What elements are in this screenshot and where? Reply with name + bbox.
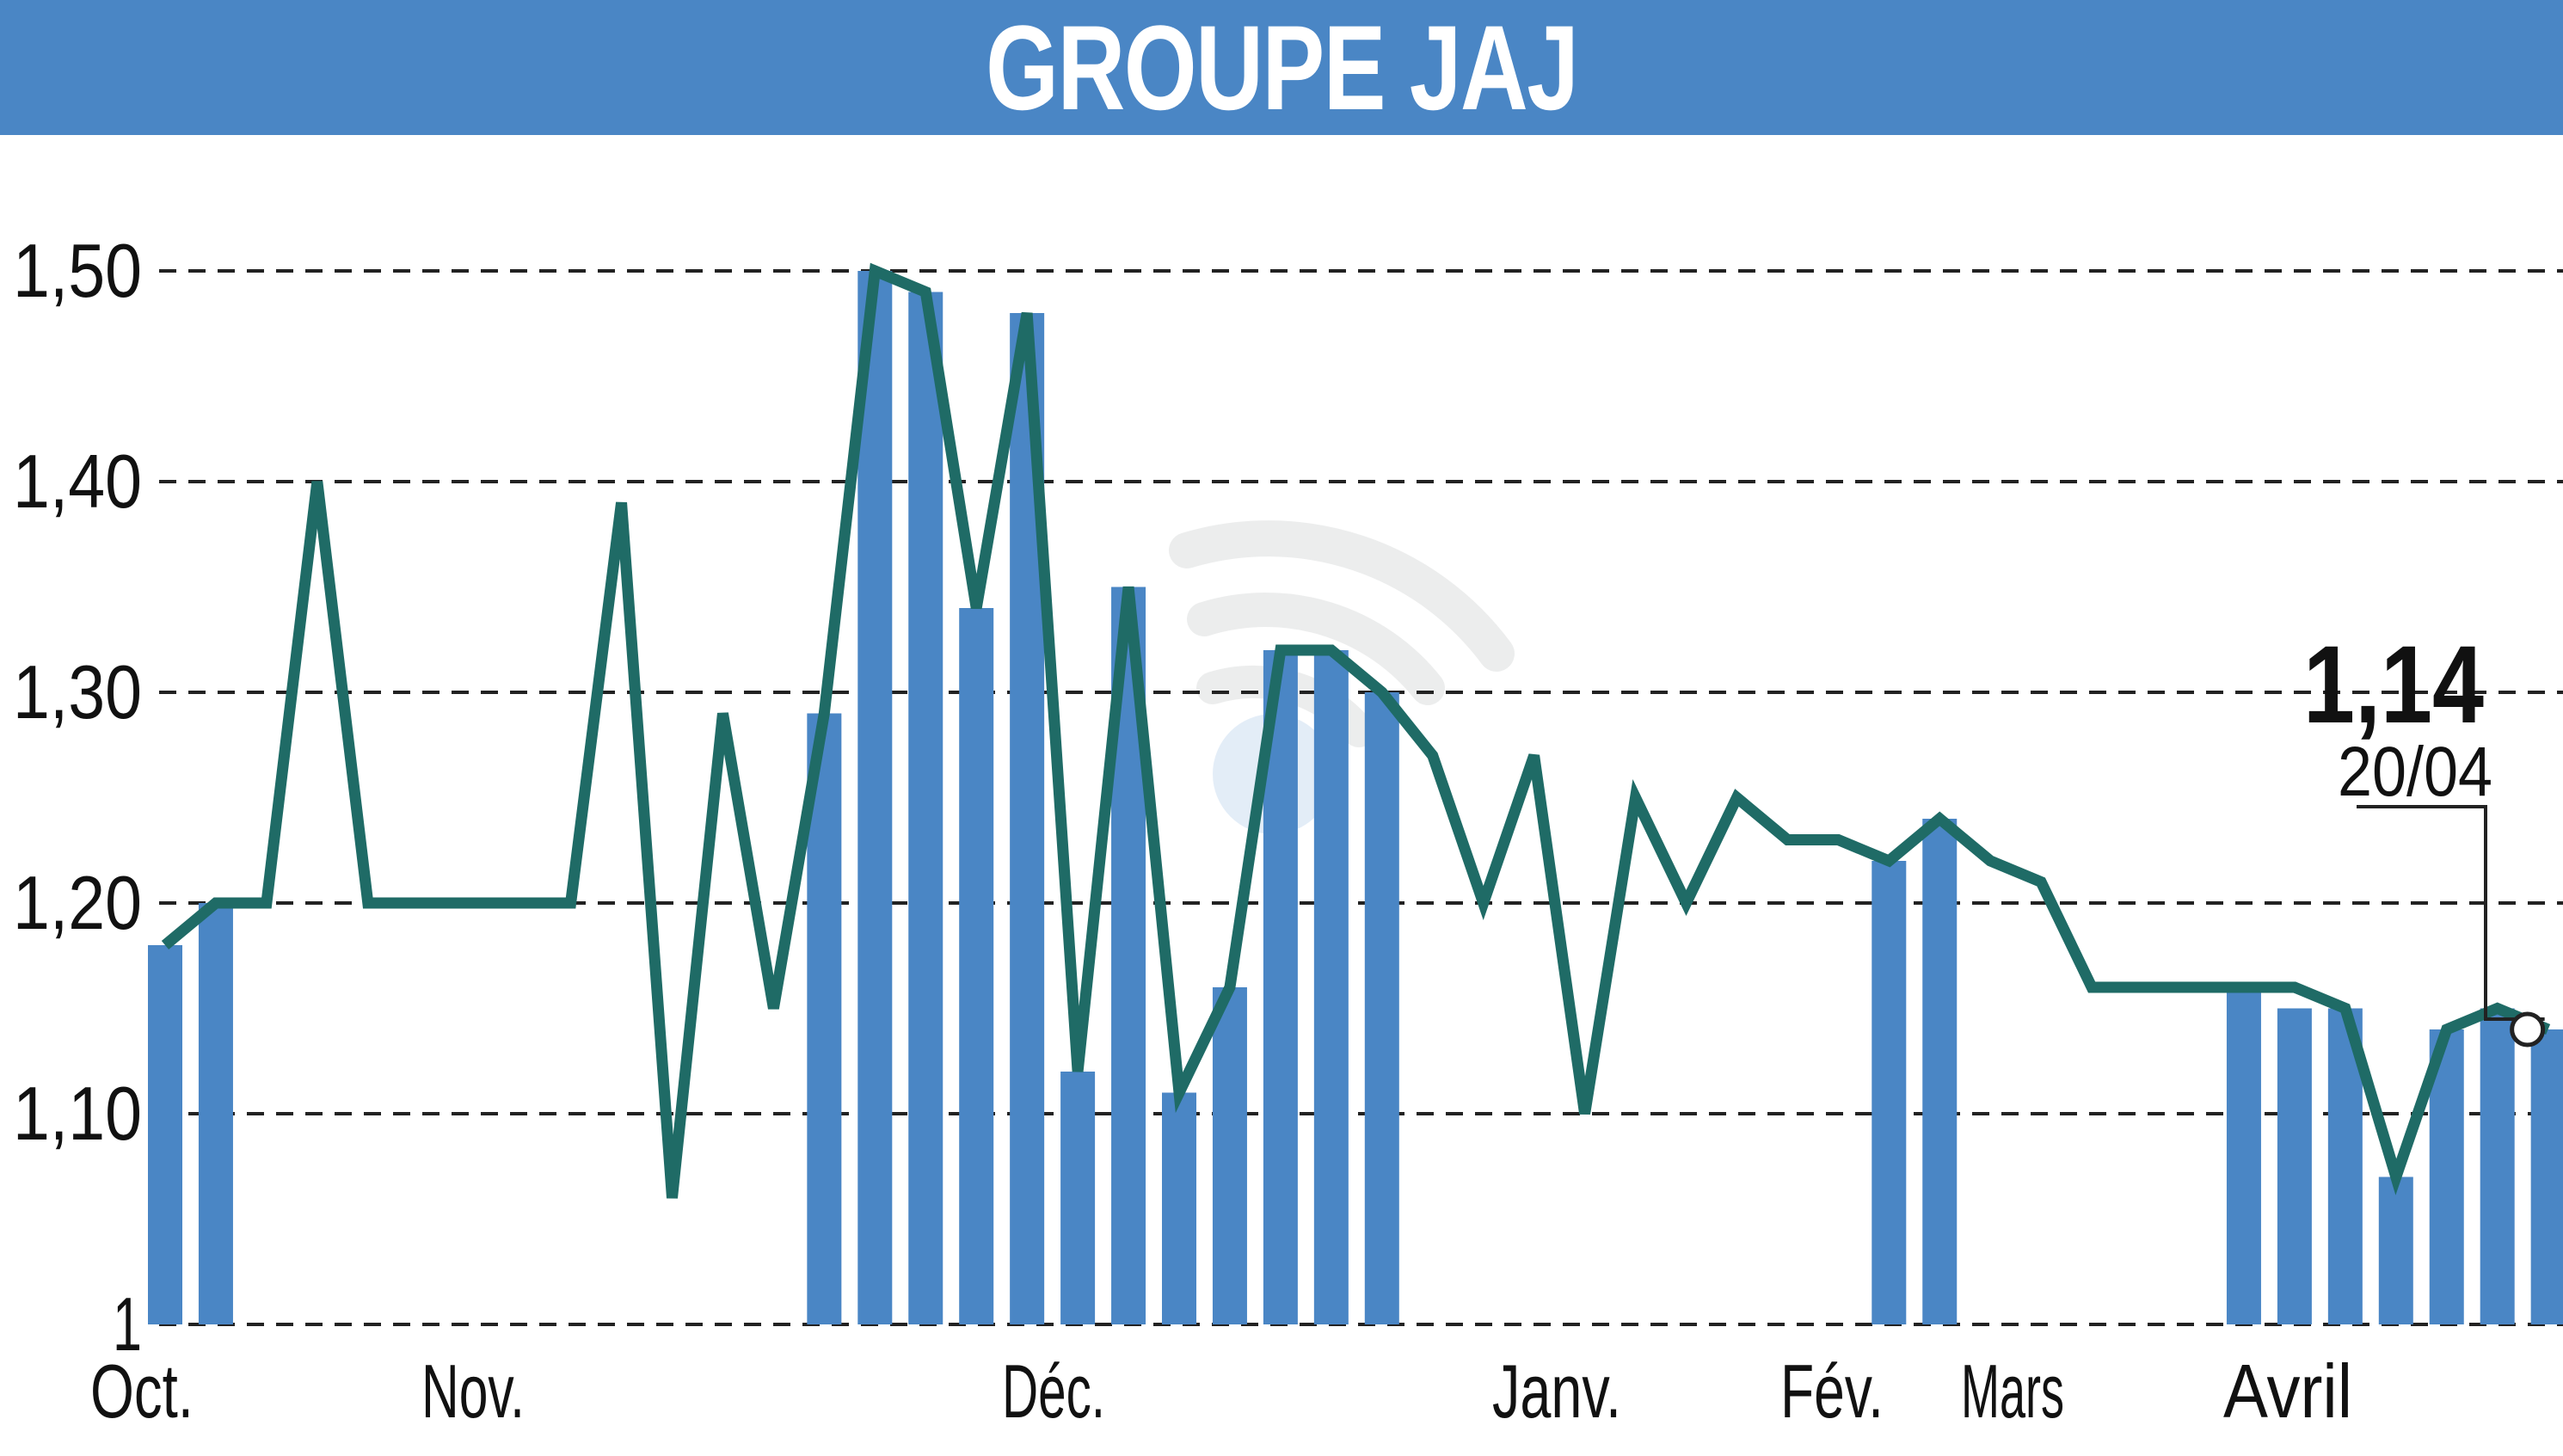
volume-bar [148, 945, 182, 1324]
grid-lines [159, 269, 2563, 1326]
volume-bar [1313, 650, 1349, 1324]
price-series-line [161, 262, 2551, 1199]
volume-bar [1872, 861, 1907, 1324]
x-month-label: Fév. [1780, 1348, 1884, 1434]
y-tick-label: 1,10 [13, 1071, 142, 1156]
volume-bar [857, 271, 893, 1324]
chart-title: GROUPE JAJ [985, 0, 1579, 135]
y-tick-label: 1 [113, 1281, 142, 1367]
last-value-date: 20/04 [2338, 733, 2492, 811]
volume-bar [1162, 1092, 1196, 1324]
volume-bar [908, 292, 943, 1324]
volume-bar [1364, 692, 1399, 1324]
volume-bar [198, 903, 233, 1324]
volume-bar [2378, 1176, 2413, 1324]
x-month-label: Mars [1961, 1348, 2064, 1434]
x-month-label: Avril [2223, 1348, 2352, 1434]
volume-bar [2226, 987, 2261, 1324]
volume-bar [1922, 819, 1958, 1324]
volume-bar [807, 713, 842, 1324]
annotation-leader-line [2357, 805, 2545, 1021]
y-axis-labels: 1 1,10 1,20 1,30 1,40 1,50 [13, 228, 142, 1367]
y-tick-label: 1,40 [13, 439, 142, 524]
chart-title-bar: GROUPE JAJ [0, 0, 2563, 135]
last-value-marker [2510, 1011, 2546, 1047]
y-tick-label: 1,30 [13, 649, 142, 734]
x-month-label: Nov. [421, 1348, 525, 1434]
volume-bar [2277, 1008, 2312, 1324]
last-value-label: 1,14 [2303, 624, 2484, 746]
x-month-label: Déc. [1002, 1348, 1105, 1434]
bars-group [148, 271, 2563, 1324]
volume-bar [2530, 1029, 2563, 1324]
x-month-label: Oct. [90, 1348, 194, 1434]
volume-bar [1212, 987, 1247, 1324]
volume-bar [959, 608, 994, 1324]
y-tick-label: 1,50 [13, 228, 142, 313]
x-month-label: Janv. [1492, 1348, 1621, 1434]
x-axis-labels: Oct. Nov. Déc. Janv. Fév. Mars Avril [90, 1348, 2352, 1434]
volume-bar [1060, 1072, 1096, 1324]
price-line-group [161, 262, 2551, 1199]
y-tick-label: 1,20 [13, 860, 142, 945]
volume-bar [2480, 1008, 2515, 1324]
